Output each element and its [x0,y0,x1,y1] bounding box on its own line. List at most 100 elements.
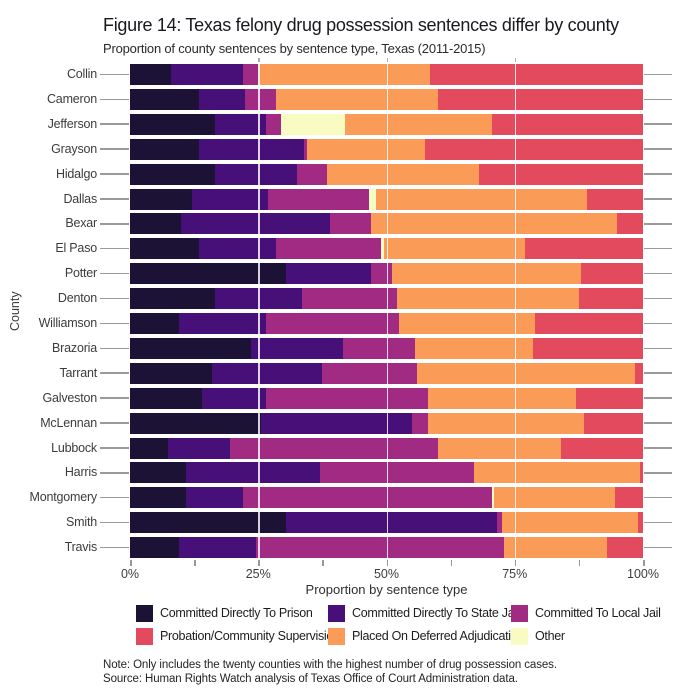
county-label: Grayson [51,141,97,156]
right-tick-line [644,123,672,125]
legend: Committed Directly To Prison Committed Di… [0,603,700,651]
right-tick-line [644,372,672,374]
bar-segment [265,387,428,409]
bar-segment [491,487,495,509]
top-tick [258,58,260,62]
bar-segment [265,313,400,334]
legend-item: Probation/Community Supervision [136,626,340,646]
bar-segment [130,387,202,409]
county-row-jefferson: Jefferson [0,112,700,137]
legend-label: Committed To Local Jail [535,606,661,620]
bar-segment [186,462,320,484]
bar-segment [427,387,577,409]
bar-segment [214,288,302,310]
right-tick-line [644,322,672,325]
county-row-harris: Harris [0,460,700,485]
bar-segment [501,512,638,534]
x-axis-tick [386,560,388,566]
county-label: Lubbock [51,440,97,455]
bar-segment [130,412,261,434]
bar-segment [242,487,492,509]
bar-segment [212,362,323,384]
right-tick-line [644,173,672,175]
bar-segment [637,512,643,534]
county-label: Galveston [42,390,98,405]
bar-segment [560,437,643,459]
county-label: Jefferson [47,116,98,131]
x-tick-label: 0% [120,567,140,581]
vertical-gridline [258,62,260,560]
county-label: Potter [64,266,97,281]
right-tick-line [644,272,672,275]
bar-segment [286,263,372,285]
county-row-smith: Smith [0,510,700,535]
bar-segment [306,138,425,160]
county-row-mclennan: McLennan [0,411,700,436]
top-tick [386,58,388,62]
left-tick-line [100,272,129,275]
bar-segment [427,412,584,434]
bar-segment [504,537,608,559]
county-row-montgomery: Montgomery [0,485,700,510]
left-tick-line [100,447,129,449]
county-row-tarrant: Tarrant [0,361,700,386]
stacked-bar [130,487,643,509]
bar-segment [586,188,643,210]
bar-segment [614,487,643,509]
bar-segment [130,288,215,310]
bar-segment [130,487,187,509]
bar-segment [399,313,536,334]
bar-segment [214,113,266,135]
bar-segment [130,313,179,334]
left-tick-line [100,422,129,424]
x-axis-tick [514,560,517,566]
bar-segment [186,487,243,509]
right-tick-line [644,198,672,200]
bar-segment [281,113,346,135]
bar-segment [414,337,533,359]
legend-label: Placed On Deferred Adjudication [352,629,525,643]
county-label: Dallas [63,191,97,206]
county-row-dallas: Dallas [0,187,700,212]
left-tick-line [100,247,129,250]
note-line: Note: Only includes the twenty counties … [103,659,557,671]
legend-label: Probation/Community Supervision [160,629,340,643]
county-label: Montgomery [29,490,98,505]
bar-segment [171,64,243,85]
right-tick-line [644,247,672,250]
bar-segment [255,537,505,559]
top-tick [514,58,517,62]
left-tick-line [100,148,129,150]
county-label: Smith [66,515,97,530]
county-label: Harris [64,465,97,480]
county-row-hidalgo: Hidalgo [0,162,700,187]
legend-swatch [136,604,153,622]
stacked-bar [130,263,643,285]
left-tick-line [100,73,129,76]
stacked-bar [130,412,643,434]
left-tick-line [100,297,129,300]
legend-item: Committed Directly To State Jail [328,603,520,623]
bar-segment [258,64,431,85]
stacked-bar [130,213,643,235]
county-label: McLennan [40,415,97,430]
x-axis-tick [643,560,645,566]
bar-segment [478,163,643,185]
right-tick-line [644,397,672,399]
bar-segment [199,238,277,260]
bar-segment [583,412,643,434]
county-label: Collin [66,67,97,81]
stacked-bar [130,138,643,160]
bar-segment [199,138,305,160]
county-label: Bexar [65,216,97,231]
legend-item: Committed Directly To Prison [136,603,313,623]
bar-segment [178,537,256,559]
bar-segment [199,88,246,110]
bar-segment [178,313,266,334]
left-tick-line [100,322,129,325]
bar-segment [578,288,643,310]
x-axis-tick [130,560,132,566]
bar-segment [491,113,643,135]
stacked-bar [130,362,643,384]
